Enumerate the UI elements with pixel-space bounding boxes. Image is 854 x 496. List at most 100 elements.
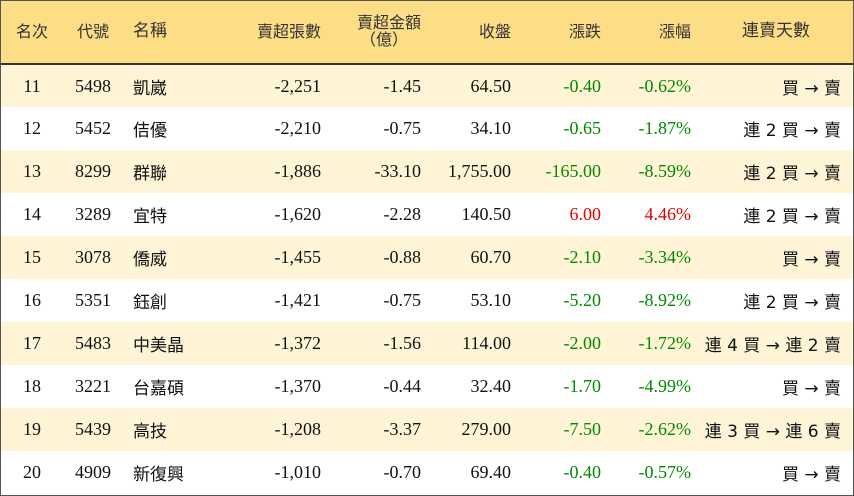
cell-name: 宜特 — [133, 207, 167, 227]
table-row: 16 5351 鈺創 -1,421 -0.75 53.10 -5.20 -8.92% 連 2 買… — [1, 279, 853, 322]
table-row: 13 8299 群聯 -1,886 -33.10 1,755.00 -165.00 -8.59… — [1, 150, 853, 193]
cell-net-sell-amount: -0.88 — [383, 247, 422, 267]
cell-net-sell-amount: -2.28 — [383, 204, 422, 224]
table-header-row: 名次 代號 名稱 賣超張數 賣超金額 （億） 收盤 漲跌 漲幅 連賣天數 — [1, 1, 853, 64]
cell-change: -0.65 — [563, 118, 602, 138]
header-close: 收盤 — [478, 21, 511, 41]
cell-close: 69.40 — [470, 462, 512, 482]
cell-change: -0.40 — [563, 462, 602, 482]
cell-change: -165.00 — [545, 161, 602, 181]
header-rank: 名次 — [15, 21, 48, 41]
cell-code: 5483 — [75, 333, 111, 353]
cell-change-pct: -4.99% — [638, 376, 692, 396]
cell-name: 高技 — [133, 422, 167, 442]
cell-net-sell-amount: -1.56 — [383, 333, 422, 353]
header-net-sell-lots: 賣超張數 — [256, 21, 321, 41]
cell-rank: 12 — [23, 118, 41, 138]
cell-net-sell-lots: -1,620 — [274, 204, 322, 224]
cell-change-pct: -1.87% — [638, 118, 692, 138]
cell-code: 3078 — [75, 247, 111, 267]
cell-name: 台嘉碩 — [133, 379, 184, 399]
cell-streak: 買 → 賣 — [781, 78, 841, 99]
table-row: 15 3078 僑威 -1,455 -0.88 60.70 -2.10 -3.34% 買 → 賣 — [1, 236, 853, 279]
cell-streak: 買 → 賣 — [781, 465, 841, 485]
cell-rank: 20 — [23, 462, 41, 482]
cell-code: 3289 — [75, 204, 111, 224]
cell-close: 140.50 — [461, 204, 512, 224]
table-row: 19 5439 高技 -1,208 -3.37 279.00 -7.50 -2.62% 連 3 … — [1, 408, 853, 451]
cell-net-sell-lots: -1,370 — [274, 376, 322, 396]
cell-rank: 11 — [23, 75, 41, 96]
cell-name: 凱崴 — [133, 78, 167, 99]
cell-change-pct: -8.92% — [638, 290, 692, 310]
header-change: 漲跌 — [568, 21, 601, 41]
table-row: 11 5498 凱崴 -2,251 -1.45 64.50 -0.40 -0.62% 買 → 賣 — [1, 64, 853, 107]
table-row: 12 5452 佶優 -2,210 -0.75 34.10 -0.65 -1.87% 連 2 買… — [1, 107, 853, 150]
cell-streak: 買 → 賣 — [781, 250, 841, 270]
cell-net-sell-amount: -0.44 — [383, 376, 422, 396]
cell-streak: 連 2 買 → 賣 — [743, 164, 841, 184]
table-row: 14 3289 宜特 -1,620 -2.28 140.50 6.00 4.46% 連 2 買 … — [1, 193, 853, 236]
cell-net-sell-lots: -2,251 — [274, 75, 322, 96]
cell-change: -0.40 — [563, 75, 602, 96]
cell-net-sell-amount: -3.37 — [383, 419, 422, 439]
cell-change: -1.70 — [563, 376, 602, 396]
cell-net-sell-amount: -33.10 — [374, 161, 422, 181]
header-net-sell-amount-line1: 賣超金額 — [356, 13, 421, 33]
cell-code: 5452 — [75, 118, 111, 138]
cell-net-sell-lots: -2,210 — [274, 118, 322, 138]
cell-code: 3221 — [75, 376, 111, 396]
cell-code: 5498 — [75, 75, 111, 96]
cell-rank: 18 — [23, 376, 41, 396]
cell-change-pct: 4.46% — [644, 204, 692, 224]
cell-name: 中美晶 — [133, 336, 184, 356]
cell-net-sell-amount: -1.45 — [383, 75, 422, 96]
cell-name: 佶優 — [133, 121, 167, 141]
cell-change: -7.50 — [563, 419, 602, 439]
cell-name: 新復興 — [133, 465, 184, 485]
cell-streak: 連 2 買 → 賣 — [743, 293, 841, 313]
cell-close: 53.10 — [470, 290, 512, 310]
cell-net-sell-lots: -1,886 — [274, 161, 322, 181]
table-row: 17 5483 中美晶 -1,372 -1.56 114.00 -2.00 -1.72% 連 4… — [1, 322, 853, 365]
cell-change-pct: -1.72% — [638, 333, 692, 353]
cell-close: 1,755.00 — [448, 161, 511, 181]
cell-change: -2.10 — [563, 247, 602, 267]
cell-code: 5439 — [75, 419, 111, 439]
cell-change-pct: -0.57% — [638, 462, 692, 482]
cell-net-sell-lots: -1,455 — [274, 247, 322, 267]
cell-net-sell-amount: -0.75 — [383, 118, 422, 138]
cell-streak: 連 4 買 → 連 2 賣 — [704, 336, 841, 356]
cell-name: 群聯 — [133, 164, 167, 184]
cell-close: 114.00 — [462, 333, 511, 353]
cell-rank: 19 — [23, 419, 41, 439]
header-change-pct: 漲幅 — [658, 21, 691, 41]
cell-code: 4909 — [75, 462, 111, 482]
header-name: 名稱 — [133, 21, 167, 42]
table-row: 18 3221 台嘉碩 -1,370 -0.44 32.40 -1.70 -4.99% 買 → … — [1, 365, 853, 408]
cell-change: -5.20 — [563, 290, 602, 310]
cell-net-sell-lots: -1,208 — [274, 419, 322, 439]
cell-streak: 買 → 賣 — [781, 379, 841, 399]
cell-net-sell-amount: -0.70 — [383, 462, 422, 482]
table-row: 20 4909 新復興 -1,010 -0.70 69.40 -0.40 -0.57% 買 → … — [1, 451, 853, 494]
cell-net-sell-lots: -1,421 — [274, 290, 322, 310]
cell-code: 8299 — [75, 161, 111, 181]
cell-change: -2.00 — [563, 333, 602, 353]
cell-rank: 16 — [23, 290, 41, 310]
cell-change-pct: -0.62% — [638, 75, 692, 96]
cell-rank: 17 — [23, 333, 41, 353]
header-net-sell-amount: 賣超金額 （億） — [329, 1, 429, 64]
cell-name: 鈺創 — [133, 293, 167, 313]
table-body: 11 5498 凱崴 -2,251 -1.45 64.50 -0.40 -0.62% 買 → 賣… — [1, 64, 853, 494]
cell-change-pct: -8.59% — [638, 161, 692, 181]
cell-rank: 14 — [23, 204, 41, 224]
cell-change-pct: -3.34% — [638, 247, 692, 267]
cell-close: 60.70 — [470, 247, 512, 267]
cell-code: 5351 — [75, 290, 111, 310]
cell-close: 279.00 — [461, 419, 512, 439]
cell-change: 6.00 — [569, 204, 602, 224]
cell-streak: 連 3 買 → 連 6 賣 — [704, 422, 841, 442]
cell-rank: 13 — [23, 161, 41, 181]
